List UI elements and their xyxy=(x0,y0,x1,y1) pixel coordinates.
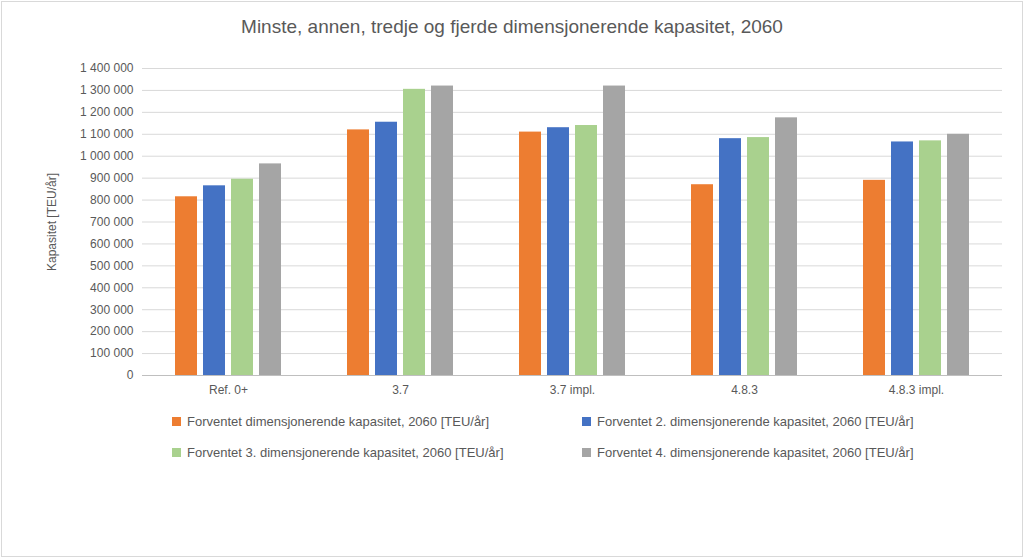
svg-text:1 200 000: 1 200 000 xyxy=(80,105,134,119)
svg-text:1 300 000: 1 300 000 xyxy=(80,83,134,97)
svg-text:4.8.3 impl.: 4.8.3 impl. xyxy=(889,383,944,397)
svg-text:900 000: 900 000 xyxy=(90,171,134,185)
svg-text:0: 0 xyxy=(127,368,134,382)
svg-text:Ref. 0+: Ref. 0+ xyxy=(209,383,248,397)
html-text:Forventet dimensjonerende kapa: Forventet dimensjonerende kapasitet, 206… xyxy=(187,414,490,429)
svg-text:400 000: 400 000 xyxy=(90,281,134,295)
svg-text:800 000: 800 000 xyxy=(90,193,134,207)
svg-text:1 400 000: 1 400 000 xyxy=(80,61,134,75)
svg-text:3.7: 3.7 xyxy=(392,383,409,397)
html-text:Forventet 2. dimensjonerende k: Forventet 2. dimensjonerende kapasitet, … xyxy=(597,414,914,429)
svg-text:300 000: 300 000 xyxy=(90,303,134,317)
svg-text:3.7 impl.: 3.7 impl. xyxy=(550,383,595,397)
svg-text:100 000: 100 000 xyxy=(90,346,134,360)
svg-text:500 000: 500 000 xyxy=(90,259,134,273)
svg-text:4.8.3: 4.8.3 xyxy=(731,383,758,397)
html-text:Minste, annen, tredje og fjerd: Minste, annen, tredje og fjerde dimensjo… xyxy=(241,16,783,37)
svg-text:700 000: 700 000 xyxy=(90,215,134,229)
html-text:Forventet 4. dimensjonerende k: Forventet 4. dimensjonerende kapasitet, … xyxy=(597,445,914,460)
svg-text:1 100 000: 1 100 000 xyxy=(80,127,134,141)
svg-text:600 000: 600 000 xyxy=(90,237,134,251)
svg-text:200 000: 200 000 xyxy=(90,324,134,338)
svg-text:1 000 000: 1 000 000 xyxy=(80,149,134,163)
html-text:Forventet 3. dimensjonerende k: Forventet 3. dimensjonerende kapasitet, … xyxy=(187,445,504,460)
svg-text:Kapasitet [TEU/år]: Kapasitet [TEU/år] xyxy=(45,173,59,271)
